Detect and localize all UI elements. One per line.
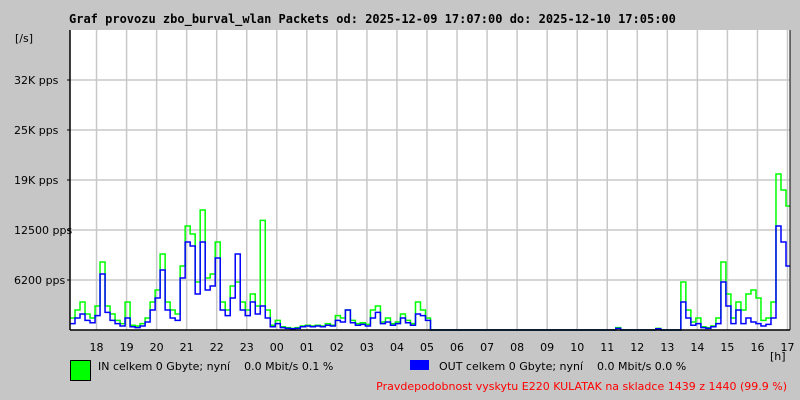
- y-tick-label: 32K pps: [14, 74, 59, 87]
- y-tick-label: 12500 pps: [14, 224, 72, 237]
- legend-in-swatch: [70, 360, 91, 381]
- x-tick-label: 15: [720, 341, 734, 354]
- y-tick-labels: 6200 pps 12500 pps 19K pps 25K pps 32K pps: [14, 74, 72, 287]
- x-tick-label: 04: [390, 341, 404, 354]
- y-tick-label: 25K pps: [14, 124, 59, 137]
- x-tick-label: 17: [780, 341, 794, 354]
- x-tick-label: 05: [420, 341, 434, 354]
- x-tick-labels: 18 19 20 21 22 23 00 01 02 03 04 05 06 07 08 09 10 11 12 13…: [90, 341, 795, 354]
- x-tick-label: 18: [90, 341, 104, 354]
- x-tick-label: 11: [600, 341, 614, 354]
- x-tick-label: 12: [630, 341, 644, 354]
- x-tick-label: 03: [360, 341, 374, 354]
- x-tick-label: 19: [120, 341, 134, 354]
- legend-in-text: IN celkem 0 Gbyte; nyní 0.0 Mbit/s 0.1 %: [98, 360, 334, 373]
- x-tick-label: 00: [270, 341, 284, 354]
- x-tick-label: 16: [750, 341, 764, 354]
- x-tick-label: 13: [660, 341, 674, 354]
- x-tick-label: 02: [330, 341, 344, 354]
- chart-title: Graf provozu zbo_burval_wlan Packets od:…: [69, 12, 676, 26]
- series-out-line: [70, 225, 790, 331]
- x-tick-label: 10: [570, 341, 584, 354]
- x-tick-label: 20: [150, 341, 164, 354]
- y-tick-label: 19K pps: [14, 174, 59, 187]
- x-axis-unit: [h]: [770, 350, 786, 363]
- x-tick-label: 22: [210, 341, 224, 354]
- series-in-line: [70, 173, 790, 331]
- x-tick-label: 21: [180, 341, 194, 354]
- series-group: [70, 173, 790, 331]
- x-tick-label: 06: [450, 341, 464, 354]
- probability-note: Pravdepodobnost vyskytu E220 KULATAK na …: [376, 380, 787, 393]
- y-axis-unit: [/s]: [15, 32, 33, 45]
- legend-out-swatch: [410, 360, 429, 370]
- legend-out-text: OUT celkem 0 Gbyte; nyní 0.0 Mbit/s 0.0 …: [439, 360, 687, 373]
- x-tick-label: 01: [300, 341, 314, 354]
- x-tick-label: 07: [480, 341, 494, 354]
- y-tick-label: 6200 pps: [14, 274, 65, 287]
- x-tick-label: 08: [510, 341, 524, 354]
- x-tick-label: 23: [240, 341, 254, 354]
- x-tick-label: 09: [540, 341, 554, 354]
- x-tick-label: 14: [690, 341, 704, 354]
